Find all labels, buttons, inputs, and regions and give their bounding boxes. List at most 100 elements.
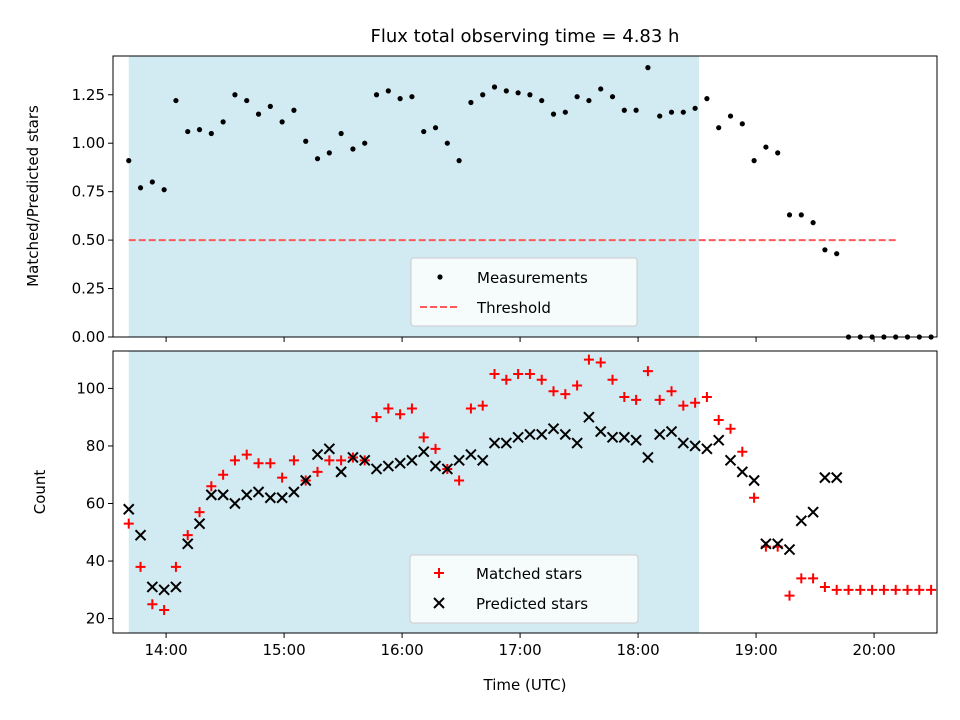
predicted-star-point xyxy=(618,431,631,444)
measurement-point xyxy=(798,212,804,218)
matched-star-point xyxy=(418,432,429,443)
bottom-y-tick-label: 40 xyxy=(86,552,105,570)
predicted-star-point xyxy=(323,443,336,455)
matched-star-point xyxy=(241,449,252,460)
predicted-star-point xyxy=(418,446,430,458)
top-plot-frame xyxy=(112,55,938,338)
measurement-point xyxy=(456,158,462,164)
measurement-point xyxy=(409,94,415,100)
matched-star-point xyxy=(477,400,488,411)
predicted-star-point xyxy=(547,422,560,435)
predicted-star-point xyxy=(701,443,713,455)
matched-star-point xyxy=(170,561,181,572)
predicted-star-point xyxy=(536,428,548,441)
measurement-point xyxy=(692,105,698,111)
matched-star-point xyxy=(678,400,689,411)
matched-star-point xyxy=(194,507,205,518)
matched-star-point xyxy=(430,443,441,454)
matched-star-point xyxy=(607,374,618,385)
measurement-point xyxy=(444,140,450,146)
matched-star-point xyxy=(819,581,830,592)
predicted-star-point xyxy=(217,489,229,501)
measurement-point xyxy=(126,158,132,164)
matched-star-point xyxy=(159,604,170,615)
matched-star-point xyxy=(749,492,760,503)
measurement-point xyxy=(550,111,557,117)
predicted-star-point xyxy=(241,489,253,501)
measurement-point xyxy=(680,109,686,115)
top-y-axis-label: Matched/Predicted stars xyxy=(24,105,42,287)
measurement-point xyxy=(373,92,380,98)
matched-star-point xyxy=(631,394,642,405)
measurement-point xyxy=(562,109,568,115)
predicted-star-point xyxy=(571,437,583,449)
measurement-point xyxy=(503,88,509,94)
predicted-star-point xyxy=(677,437,690,449)
predicted-star-point xyxy=(642,451,654,464)
bottom-y-tick-label: 60 xyxy=(86,495,105,513)
matched-star-point xyxy=(855,584,866,595)
matched-star-point xyxy=(926,584,937,595)
matched-star-point xyxy=(147,599,158,610)
bottom-chart-panel: 20 40 60 80 100 14:00 15:00 16:00 17:00 18:00 19:… xyxy=(31,350,938,694)
matched-star-point xyxy=(288,455,299,466)
bottom-legend-box xyxy=(409,554,639,624)
predicted-star-point xyxy=(760,538,772,550)
bottom-x-tick-label: 18:00 xyxy=(616,641,659,659)
matched-star-point xyxy=(395,409,406,420)
measurement-point xyxy=(161,187,167,193)
bottom-legend: Matched stars Predicted stars xyxy=(409,554,639,624)
legend-threshold-label: Threshold xyxy=(476,299,551,317)
predicted-star-point xyxy=(524,428,536,441)
matched-star-point xyxy=(572,380,583,391)
matched-star-point xyxy=(654,394,665,405)
matched-star-point xyxy=(536,374,547,385)
matched-star-point xyxy=(690,397,701,408)
top-y-tick-label: 1.00 xyxy=(72,134,105,152)
top-legend-box xyxy=(410,257,638,327)
predicted-star-point xyxy=(441,463,454,475)
bottom-plot-frame xyxy=(112,350,938,634)
top-chart-panel: 0.00 0.25 0.50 0.75 1.00 1.25 Flux total obse… xyxy=(24,26,938,346)
measurement-point xyxy=(196,127,203,133)
legend-measurements-label: Measurements xyxy=(477,269,588,287)
matched-star-point xyxy=(229,455,240,466)
matched-star-point xyxy=(501,374,512,385)
predicted-star-point xyxy=(583,411,595,423)
predicted-star-point xyxy=(170,581,182,593)
measurement-point xyxy=(185,128,191,135)
bottom-y-tick-label: 20 xyxy=(86,610,105,628)
predicted-star-point xyxy=(771,538,784,550)
bottom-x-tick-label: 16:00 xyxy=(380,641,423,659)
measurement-point xyxy=(598,86,604,92)
matched-star-point xyxy=(843,584,854,595)
measurement-point xyxy=(586,97,592,104)
predicted-star-point xyxy=(347,451,359,464)
measurement-point xyxy=(834,251,840,257)
matched-star-point xyxy=(808,573,819,584)
measurement-point xyxy=(208,130,214,137)
measurement-point xyxy=(432,125,439,131)
matched-star-point xyxy=(123,518,134,529)
measurement-point xyxy=(621,107,627,113)
predicted-star-point xyxy=(300,474,312,487)
matched-star-point xyxy=(312,466,323,477)
measurement-point xyxy=(267,103,273,109)
matched-star-point xyxy=(867,584,878,595)
top-legend: Measurements Threshold xyxy=(410,257,638,327)
predicted-star-point xyxy=(830,471,843,484)
matched-star-point xyxy=(182,530,193,541)
bottom-x-tick-label: 20:00 xyxy=(852,641,895,659)
matched-star-point xyxy=(218,469,229,480)
matched-star-point xyxy=(406,403,417,414)
predicted-star-point xyxy=(500,437,513,449)
matched-star-point xyxy=(666,386,677,397)
predicted-star-point xyxy=(595,425,607,438)
predicted-star-point xyxy=(606,431,619,444)
predicted-star-point xyxy=(134,529,147,541)
matched-star-point xyxy=(253,458,264,469)
matched-star-point xyxy=(489,369,500,380)
predicted-star-point xyxy=(559,428,572,441)
measurement-point xyxy=(232,92,238,98)
bottom-x-tick-label: 15:00 xyxy=(262,641,305,659)
